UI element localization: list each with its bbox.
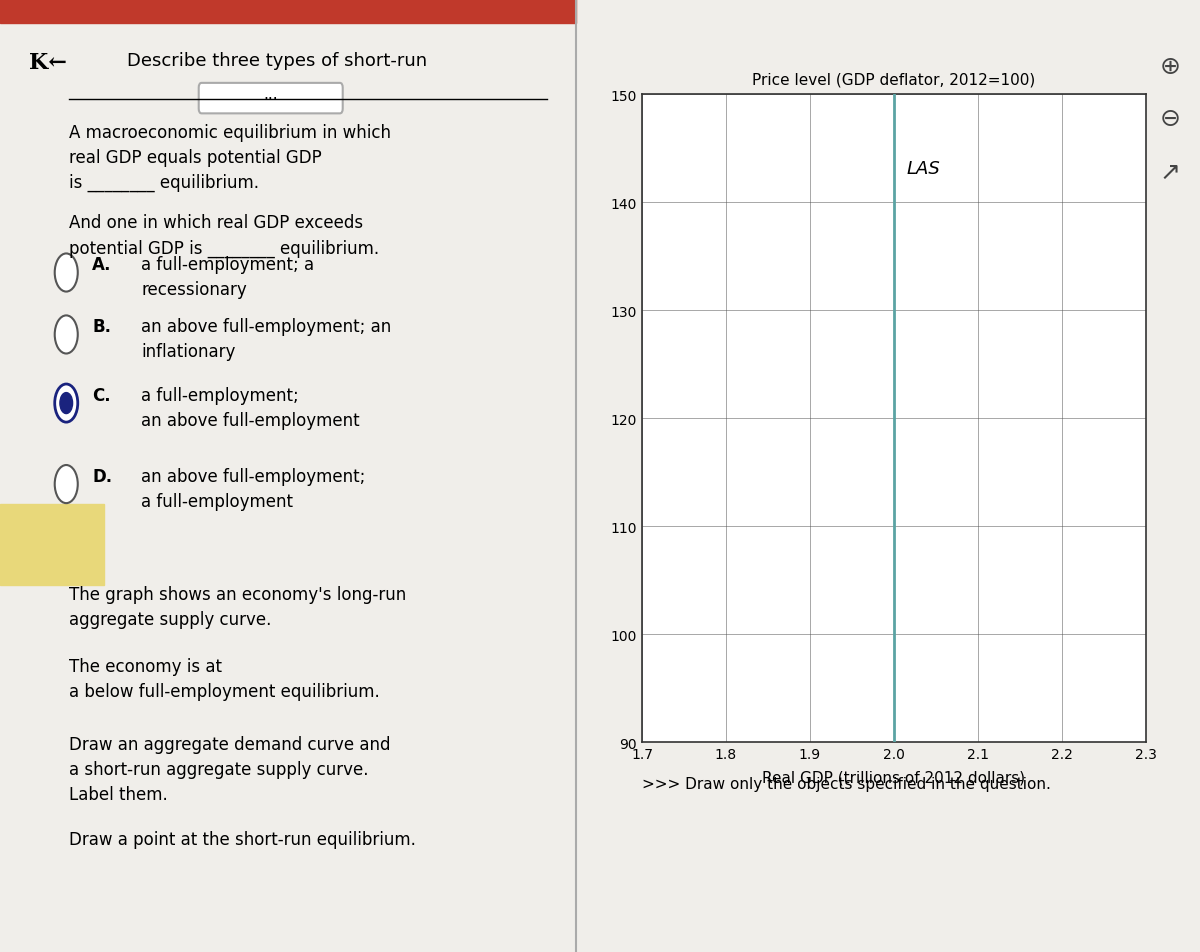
- Text: ⊖: ⊖: [1159, 107, 1181, 131]
- Text: an above full-employment;
a full-employment: an above full-employment; a full-employm…: [142, 467, 366, 510]
- FancyBboxPatch shape: [199, 84, 343, 114]
- Text: LAS: LAS: [907, 160, 941, 178]
- Circle shape: [55, 385, 78, 423]
- Text: A macroeconomic equilibrium in which
real GDP equals potential GDP
is ________ e: A macroeconomic equilibrium in which rea…: [70, 124, 391, 192]
- Text: A.: A.: [92, 256, 112, 274]
- Text: a full-employment;
an above full-employment: a full-employment; an above full-employm…: [142, 387, 360, 429]
- Text: The graph shows an economy's long-run
aggregate supply curve.: The graph shows an economy's long-run ag…: [70, 585, 407, 628]
- Text: >>> Draw only the objects specified in the question.: >>> Draw only the objects specified in t…: [642, 776, 1051, 791]
- Text: C.: C.: [92, 387, 110, 405]
- Text: a full-employment; a
recessionary: a full-employment; a recessionary: [142, 256, 314, 299]
- Text: ···: ···: [264, 91, 278, 107]
- Title: Price level (GDP deflator, 2012=100): Price level (GDP deflator, 2012=100): [752, 72, 1036, 87]
- Circle shape: [55, 316, 78, 354]
- Text: D.: D.: [92, 467, 113, 486]
- Text: Draw a point at the short-run equilibrium.: Draw a point at the short-run equilibriu…: [70, 830, 416, 848]
- Text: And one in which real GDP exceeds
potential GDP is ________ equilibrium.: And one in which real GDP exceeds potent…: [70, 214, 379, 257]
- Text: an above full-employment; an
inflationary: an above full-employment; an inflationar…: [142, 318, 391, 361]
- Circle shape: [55, 254, 78, 292]
- Text: The economy is at
a below full-employment equilibrium.: The economy is at a below full-employmen…: [70, 657, 380, 700]
- Circle shape: [60, 393, 72, 414]
- X-axis label: Real GDP (trillions of 2012 dollars): Real GDP (trillions of 2012 dollars): [762, 770, 1026, 784]
- Text: Draw an aggregate demand curve and
a short-run aggregate supply curve.
Label the: Draw an aggregate demand curve and a sho…: [70, 735, 391, 803]
- Text: ⊕: ⊕: [1159, 54, 1181, 79]
- Circle shape: [55, 466, 78, 504]
- Text: K←: K←: [29, 52, 67, 74]
- Bar: [0, 505, 103, 585]
- Text: Describe three types of short-run: Describe three types of short-run: [127, 52, 427, 70]
- Text: B.: B.: [92, 318, 112, 336]
- Text: ↗: ↗: [1159, 161, 1181, 186]
- Bar: [0, 0, 576, 24]
